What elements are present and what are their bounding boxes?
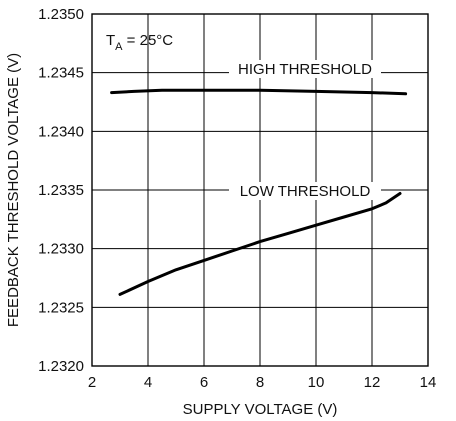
x-tick-label: 12 [364,374,381,391]
y-tick-label: 1.2325 [38,299,84,316]
y-tick-label: 1.2335 [38,182,84,199]
x-tick-label: 14 [420,374,437,391]
condition-main: T [106,32,115,49]
condition-subscript: A [115,41,123,53]
y-tick-label: 1.2340 [38,123,84,140]
y-axis-title: FEEDBACK THRESHOLD VOLTAGE (V) [5,53,22,327]
x-tick-label: 4 [144,374,152,391]
x-tick-label: 8 [256,374,264,391]
y-tick-label: 1.2320 [38,358,84,375]
series-label-backing [229,60,381,78]
y-tick-labels: 1.2320 1.2325 1.2330 1.2335 1.2340 1.2345 1.23… [38,6,84,375]
series-line-high-threshold [110,88,408,96]
x-tick-label: 10 [308,374,325,391]
series-labels: HIGH THRESHOLD LOW THRESHOLD [229,60,381,200]
series-label-backing [229,182,381,200]
temperature-condition: TA = 25°C [106,32,173,53]
series-label: HIGH THRESHOLD [238,61,372,78]
x-tick-label: 2 [88,374,96,391]
y-tick-label: 1.2350 [38,6,84,23]
x-axis-title: SUPPLY VOLTAGE (V) [183,401,338,418]
x-tick-labels: 2 4 6 8 10 12 14 [88,374,437,391]
x-tick-label: 6 [200,374,208,391]
series-label: LOW THRESHOLD [240,183,371,200]
condition-rest: = 25°C [123,32,174,49]
plot-frame [91,13,429,367]
y-tick-label: 1.2330 [38,241,84,258]
y-tick-label: 1.2345 [38,65,84,82]
series-line-low-threshold [118,192,402,296]
series-lines [110,88,408,296]
